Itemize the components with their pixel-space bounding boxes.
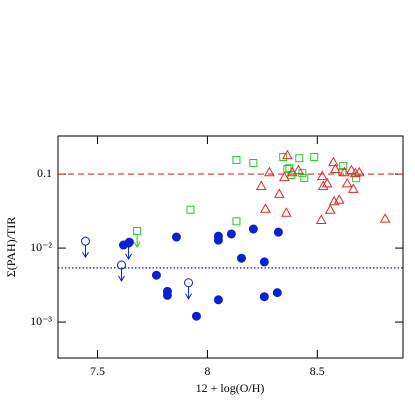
point: [133, 227, 142, 236]
point: [80, 236, 90, 246]
point: [232, 217, 241, 226]
point: [298, 169, 307, 178]
point: [327, 156, 339, 167]
point: [278, 171, 290, 182]
upper-limit-arrow: [125, 253, 132, 261]
point: [310, 153, 319, 162]
point: [236, 253, 246, 263]
upper-limit-arrow: [118, 275, 125, 283]
point: [162, 290, 172, 300]
point: [249, 159, 258, 168]
point: [346, 164, 357, 175]
point: [273, 188, 285, 198]
point: [191, 311, 201, 321]
point: [329, 163, 341, 174]
point: [272, 288, 282, 298]
point: [293, 164, 304, 175]
point: [352, 174, 361, 183]
point: [282, 149, 293, 160]
point: [315, 214, 327, 224]
plot-frame: [57, 135, 404, 359]
point: [259, 292, 269, 302]
point: [333, 194, 345, 204]
upper-limit-arrow: [82, 251, 89, 259]
point: [226, 229, 236, 239]
x-axis-label: 12 + log(O/H): [196, 381, 265, 395]
point: [316, 170, 328, 181]
point: [321, 177, 333, 188]
point: [213, 295, 223, 305]
point: [260, 203, 271, 213]
point: [347, 183, 359, 193]
point: [341, 177, 353, 188]
y-tick-label: 0.1: [37, 166, 52, 180]
x-tick-label: 7.5: [90, 364, 105, 378]
point: [255, 180, 267, 191]
y-tick-label: 10⁻³: [30, 314, 52, 328]
point: [186, 205, 195, 214]
point: [379, 213, 391, 223]
point: [151, 270, 161, 280]
point: [264, 166, 275, 177]
point: [280, 207, 292, 217]
point: [232, 155, 241, 164]
point: [171, 232, 181, 242]
point: [279, 153, 288, 162]
point: [338, 166, 350, 177]
point: [349, 167, 361, 178]
y-tick-label: 10⁻²: [30, 240, 52, 254]
point: [213, 235, 223, 245]
point: [295, 154, 304, 163]
point: [248, 224, 258, 234]
upper-limit-arrow: [133, 241, 141, 248]
point: [300, 174, 309, 183]
x-tick-label: 8.5: [310, 364, 325, 378]
point: [184, 278, 194, 288]
point: [324, 204, 336, 214]
point: [353, 166, 365, 177]
upper-limit-arrow: [185, 293, 192, 300]
point: [317, 180, 329, 191]
point: [259, 257, 269, 267]
x-tick-label: 8: [204, 364, 210, 378]
y-axis-label: Σ(PAH)/TIR: [4, 217, 18, 278]
point: [273, 227, 283, 237]
